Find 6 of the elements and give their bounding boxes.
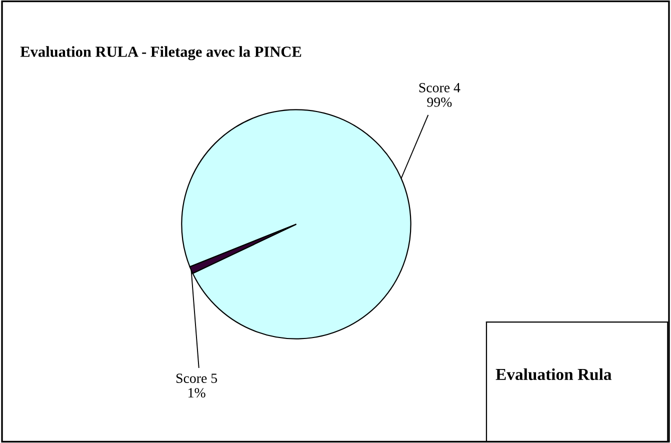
slice-label: Score 5: [176, 374, 218, 383]
text: Evaluation Rula: [496, 368, 612, 380]
data-label: 99%: [427, 97, 452, 107]
chart-title: Evaluation RULA - Filetage avec la PINCE: [20, 46, 302, 60]
slice-label: Score 4: [419, 83, 460, 92]
data-label: 1%: [188, 388, 206, 398]
